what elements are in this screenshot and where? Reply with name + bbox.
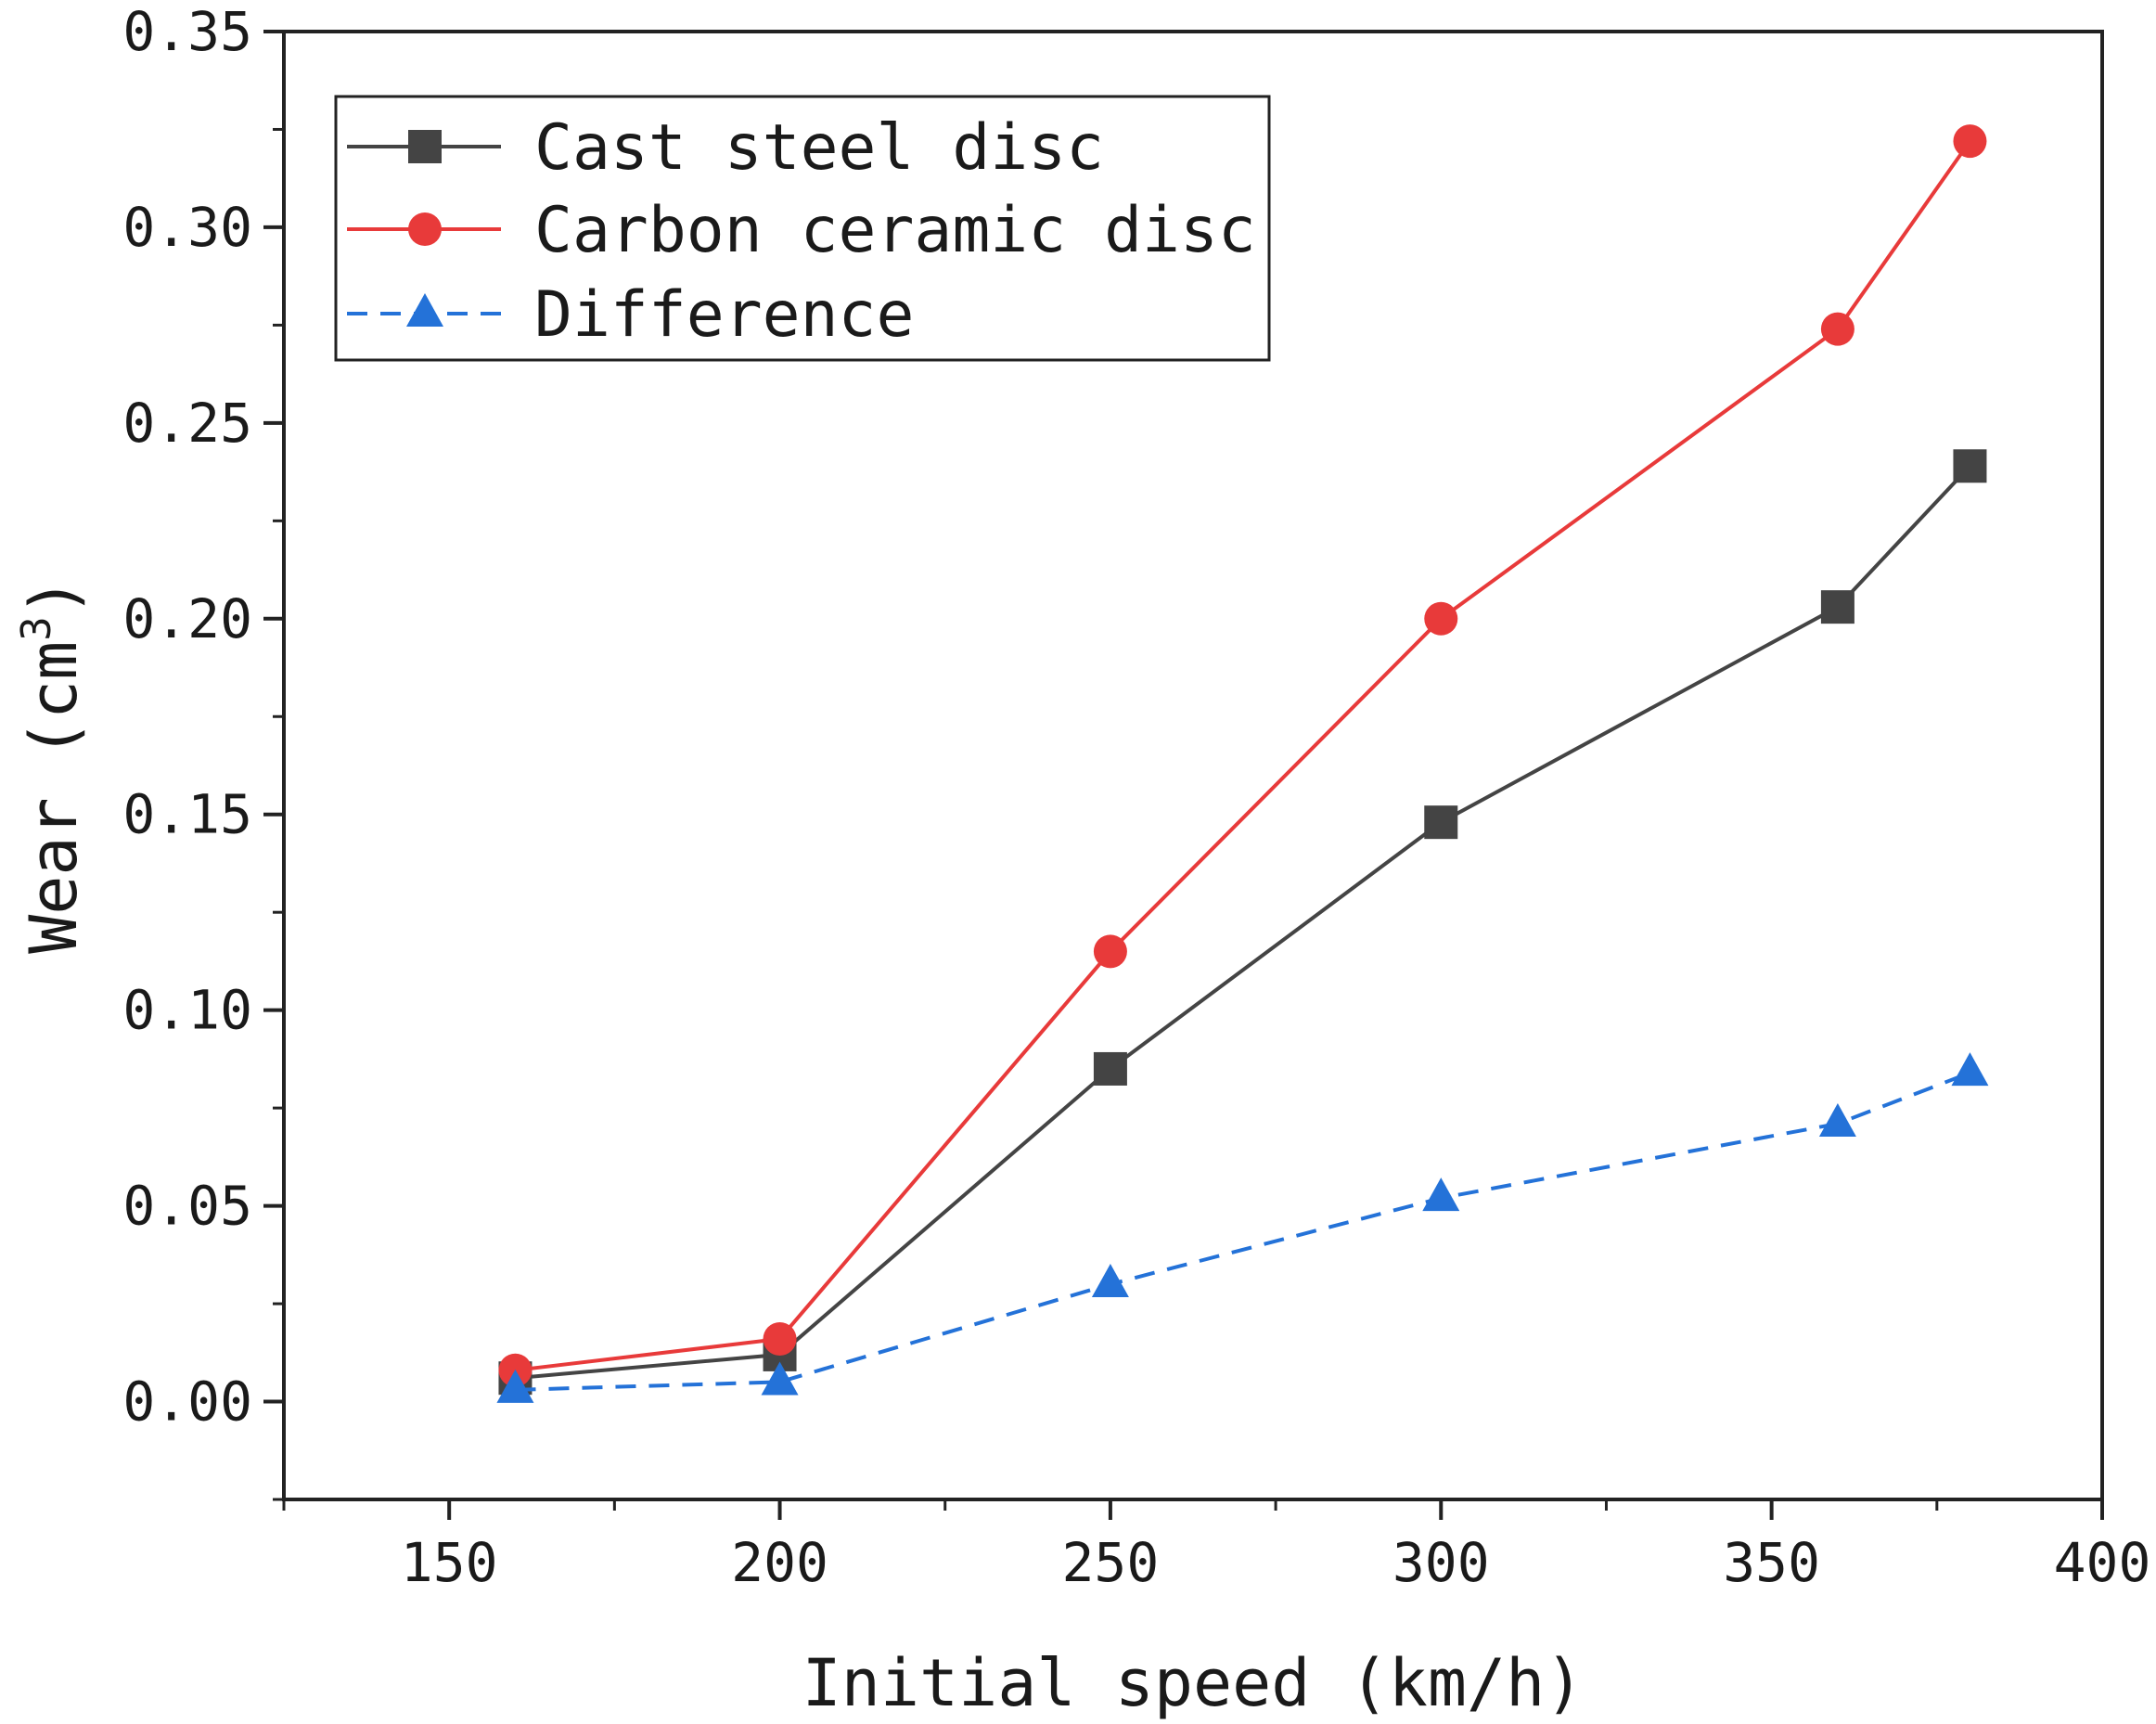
legend-marker-difference <box>406 293 443 327</box>
y-tick-label: 0.15 <box>122 783 252 846</box>
data-point-difference <box>761 1361 799 1396</box>
data-point-difference <box>1091 1263 1129 1297</box>
data-point-difference <box>1951 1052 1989 1087</box>
data-point-difference <box>1818 1103 1856 1138</box>
x-tick-label: 300 <box>1392 1531 1490 1594</box>
x-tick-label: 150 <box>401 1531 498 1594</box>
x-tick-label: 350 <box>1723 1531 1820 1594</box>
data-point-carbon-ceramic-disc <box>763 1322 797 1357</box>
data-point-carbon-ceramic-disc <box>1953 124 1987 159</box>
x-axis-title: Initial speed (km/h) <box>802 1645 1585 1721</box>
series-cast-steel-disc <box>498 449 1987 1396</box>
data-point-cast-steel-disc <box>1820 590 1854 624</box>
legend-label-carbon-ceramic: Carbon ceramic disc <box>534 194 1256 267</box>
plot-frame <box>282 30 2104 1501</box>
y-tick-label: 0.10 <box>122 979 252 1042</box>
x-tick-label: 250 <box>1062 1531 1160 1594</box>
series-line-difference <box>515 1071 1971 1392</box>
data-point-carbon-ceramic-disc <box>1093 934 1127 969</box>
y-tick-label: 0.35 <box>122 0 252 63</box>
series-line-cast-steel-disc <box>515 464 1971 1381</box>
data-point-cast-steel-disc <box>1953 449 1987 483</box>
y-tick-label: 0.00 <box>122 1370 252 1434</box>
legend-marker-carbon-ceramic <box>408 212 442 246</box>
series-line-carbon-ceramic-disc <box>515 139 1972 1372</box>
data-point-carbon-ceramic-disc <box>1424 601 1458 636</box>
data-point-carbon-ceramic-disc <box>1820 312 1854 346</box>
data-point-difference <box>1422 1177 1460 1212</box>
legend-marker-cast-steel <box>408 130 442 163</box>
legend: Cast steel disc Carbon ceramic disc Diff… <box>334 95 1271 362</box>
y-tick-label: 0.30 <box>122 196 252 259</box>
series-difference <box>496 1052 1989 1403</box>
x-tick-label: 400 <box>2054 1531 2151 1594</box>
series-carbon-ceramic-disc <box>498 124 1987 1387</box>
y-tick-label: 0.25 <box>122 392 252 455</box>
series-layer <box>496 124 1989 1403</box>
y-axis-title: Wear (cm3) <box>13 577 92 954</box>
data-point-difference <box>496 1369 534 1403</box>
data-point-cast-steel-disc <box>1093 1051 1127 1086</box>
y-tick-label: 0.20 <box>122 587 252 650</box>
legend-label-cast-steel: Cast steel disc <box>534 111 1104 185</box>
axis-ticks: 150 200 250 300 350 400 0.00 0.05 0.10 0.15 0.20 0.… <box>122 0 2150 1594</box>
data-point-cast-steel-disc <box>1424 805 1458 840</box>
legend-label-difference: Difference <box>534 278 914 352</box>
y-tick-label: 0.05 <box>122 1175 252 1238</box>
x-tick-label: 200 <box>731 1531 828 1594</box>
